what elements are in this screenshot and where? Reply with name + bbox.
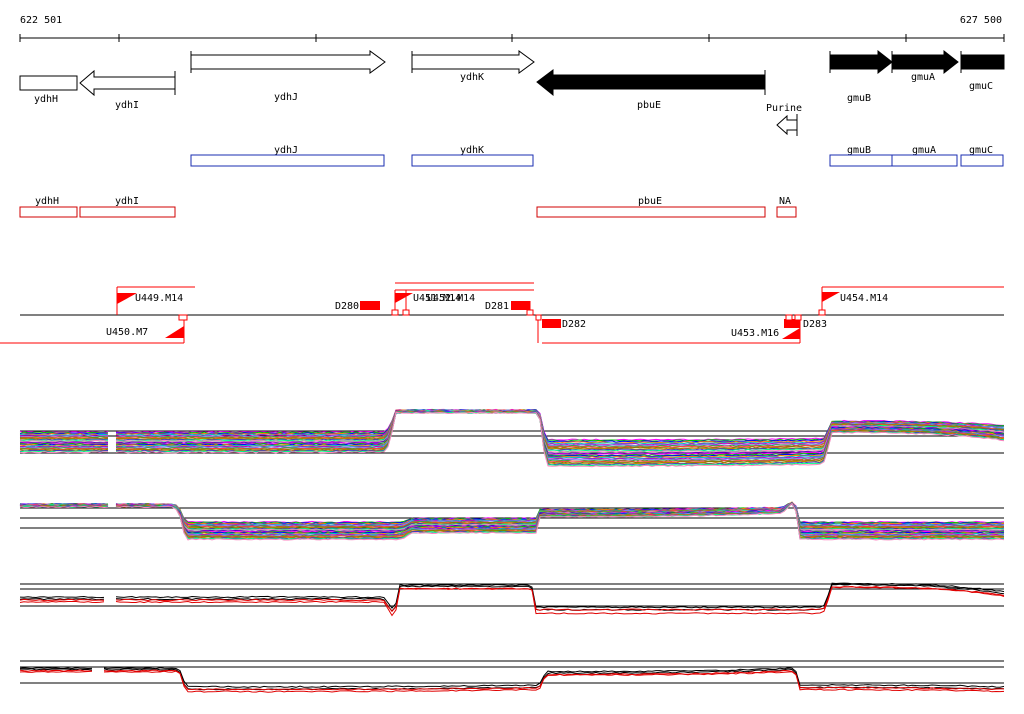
annotation-label: gmuA — [912, 145, 936, 156]
profile-2-series-line — [19, 502, 1005, 541]
expression-profile-panel-2 — [19, 501, 1005, 541]
shift-track: U449.M14 U450.M7 D280 U451.M14 U452.M — [0, 282, 1004, 344]
expression-profile-panel-4 — [19, 660, 1005, 693]
annotation-label: gmuB — [847, 145, 871, 156]
downshift-d280[interactable]: D280 — [335, 301, 380, 312]
transcript-box-ydhi[interactable]: ydhI — [79, 196, 176, 218]
gene-label: pbuE — [637, 100, 661, 111]
transcript-label: NA — [779, 196, 791, 207]
transcript-box-na[interactable]: NA — [776, 196, 797, 218]
gene-label: ydhI — [115, 100, 139, 111]
profile-1-series-line — [19, 411, 1005, 468]
downshift-d283[interactable]: D283 — [784, 314, 827, 330]
downshift-d281[interactable]: D281 — [485, 301, 534, 316]
gene-gmua[interactable]: gmuA — [891, 49, 959, 83]
profile-3-series-line — [19, 582, 1005, 609]
gene-track: ydhH ydhI ydhJ ydhK pbuE Purine — [19, 49, 1005, 136]
downshift-label: D281 — [485, 301, 509, 312]
upshift-u451-m14[interactable]: U451.M14 — [391, 282, 534, 316]
annotation-label: gmuC — [969, 145, 993, 156]
transcript-box-pbue[interactable]: pbuE — [536, 196, 766, 218]
gene-label: gmuA — [911, 72, 935, 83]
profile-4-series-line — [19, 670, 1004, 691]
upshift-label: U452.M14 — [427, 293, 475, 304]
transcript-box-ydhh[interactable]: ydhH — [19, 196, 78, 218]
gene-label: ydhJ — [274, 92, 298, 103]
gene-pbue[interactable]: pbuE — [536, 69, 766, 111]
annotation-label: ydhK — [460, 145, 484, 156]
transcript-label: ydhI — [115, 196, 139, 207]
transcript-label: ydhH — [35, 196, 59, 207]
expression-profile-panel-3 — [19, 582, 1005, 617]
downshift-d282[interactable]: D282 — [535, 314, 586, 343]
upshift-u454-m14[interactable]: U454.M14 — [818, 286, 1004, 316]
profile-4-series-line — [19, 669, 1005, 693]
gene-label: ydhH — [34, 94, 58, 105]
ruler-start-label: 622 501 — [20, 15, 62, 26]
upshift-label: U451.M14 — [413, 293, 461, 304]
profile-1-series-line — [19, 411, 1005, 466]
annotation-box-gmuc[interactable]: gmuC — [960, 145, 1004, 167]
upshift-label: U449.M14 — [135, 293, 183, 304]
coordinate-ruler: 622 501 627 500 — [19, 15, 1005, 42]
gene-purine[interactable]: Purine — [766, 103, 802, 136]
gene-gmuc[interactable]: gmuC — [960, 51, 1005, 92]
gene-gmub[interactable]: gmuB — [829, 49, 893, 104]
upshift-u449-m14[interactable]: U449.M14 — [116, 286, 195, 315]
annotation-track: ydhJ ydhK gmuB gmuA gmuC — [190, 145, 1004, 167]
annotation-box-gmua[interactable]: gmuA — [891, 145, 958, 167]
gene-ydhh[interactable]: ydhH — [19, 75, 78, 105]
transcript-track: ydhH ydhI pbuE NA — [19, 196, 797, 218]
upshift-label: U453.M16 — [731, 328, 779, 339]
gene-label: gmuC — [969, 81, 993, 92]
upshift-label: U450.M7 — [106, 327, 148, 338]
profile-3-series-line — [19, 585, 1005, 617]
downshift-label: D283 — [803, 319, 827, 330]
profile-1-series-line — [19, 409, 1005, 444]
annotation-box-ydhj[interactable]: ydhJ — [190, 145, 385, 167]
annotation-box-ydhk[interactable]: ydhK — [411, 145, 534, 167]
upshift-u452-m14[interactable]: U452.M14 — [402, 290, 475, 316]
gene-ydhk[interactable]: ydhK — [411, 50, 535, 83]
expression-profile-panel-1 — [19, 408, 1005, 468]
annotation-label: ydhJ — [274, 145, 298, 156]
transcript-label: pbuE — [638, 196, 662, 207]
profile-3-series-line — [19, 583, 1005, 612]
gene-label: Purine — [766, 103, 802, 114]
downshift-label: D282 — [562, 319, 586, 330]
annotation-box-gmub[interactable]: gmuB — [829, 145, 893, 167]
downshift-label: D280 — [335, 301, 359, 312]
upshift-label: U454.M14 — [840, 293, 888, 304]
gene-ydhi[interactable]: ydhI — [79, 69, 176, 111]
upshift-u450-m7[interactable]: U450.M7 — [0, 314, 188, 344]
gene-label: gmuB — [847, 93, 871, 104]
ruler-end-label: 627 500 — [960, 15, 1002, 26]
gene-label: ydhK — [460, 72, 484, 83]
gene-ydhj[interactable]: ydhJ — [190, 50, 386, 103]
